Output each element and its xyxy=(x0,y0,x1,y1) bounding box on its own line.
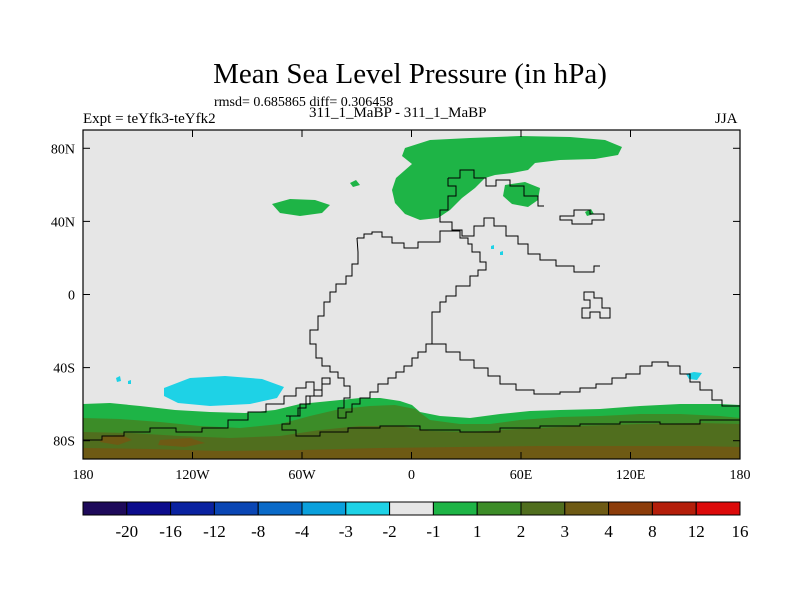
cyan-speck-2 xyxy=(128,380,131,384)
x-tick-label: 60W xyxy=(288,468,316,483)
field-shading xyxy=(83,136,740,459)
y-tick-label: 80S xyxy=(53,435,75,450)
colorbar-label: 2 xyxy=(517,522,526,541)
coastline-americas xyxy=(309,230,487,419)
colorbar-swatch xyxy=(213,501,259,516)
colorbar-label: -1 xyxy=(426,522,440,541)
antarctic-patch-2 xyxy=(158,438,205,447)
colorbar-label: 8 xyxy=(648,522,657,541)
colorbar-label: -12 xyxy=(203,522,226,541)
colorbar-swatch xyxy=(432,501,478,516)
colorbar-label: 12 xyxy=(688,522,705,541)
cyan-speck-3 xyxy=(273,392,277,396)
x-tick-label: 180 xyxy=(73,468,94,483)
colorbar-swatch xyxy=(170,501,215,516)
coastlines xyxy=(83,169,740,441)
colorbar-label: -3 xyxy=(339,522,353,541)
colorbar-swatch xyxy=(389,501,434,516)
colorbar-swatch xyxy=(301,501,347,516)
north-pacific-green xyxy=(272,199,330,216)
colorbar-swatch xyxy=(695,501,741,516)
colorbar-label: -4 xyxy=(295,522,310,541)
colorbar-label: 4 xyxy=(604,522,613,541)
x-tick-label: 120E xyxy=(616,468,646,483)
south-pacific-cyan xyxy=(164,376,284,406)
eurasia-green-lobe xyxy=(503,182,540,207)
colorbar-swatch xyxy=(476,501,522,516)
x-tick-label: 60E xyxy=(510,468,533,483)
colorbar-label: -20 xyxy=(115,522,138,541)
y-tick-label: 80N xyxy=(51,142,75,157)
y-tick-label: 40N xyxy=(51,215,75,230)
colorbar-label: -16 xyxy=(159,522,182,541)
coastline-east-asia xyxy=(559,209,605,225)
colorbar-label: 16 xyxy=(732,522,749,541)
colorbar: -20 -16 -12 -8 -4 -3 -2 -1 1 2 3 4 8 12 16 xyxy=(82,501,749,541)
experiment-label: Expt = teYfk3-teYfk2 xyxy=(83,111,216,127)
y-tick-label: 0 xyxy=(68,289,75,304)
coastline-eurasia-interior xyxy=(439,178,600,273)
colorbar-swatch xyxy=(82,501,128,516)
cyan-speck-5 xyxy=(500,251,503,255)
coastline-arctic-north xyxy=(448,169,544,207)
greenland-speck xyxy=(350,180,360,187)
stats-line: rmsd= 0.685865 diff= 0.306458 xyxy=(214,95,394,110)
cyan-speck-4 xyxy=(491,245,494,249)
north-atlantic-green xyxy=(392,136,622,220)
x-tick-label: 0 xyxy=(408,468,415,483)
colorbar-swatch xyxy=(257,501,303,516)
chart-title: Mean Sea Level Pressure (in hPa) xyxy=(213,58,607,90)
colorbar-label: 1 xyxy=(473,522,482,541)
axis-ticks: 180 120W 60W 0 60E 120E 180 80N 40N 0 40S 80S xyxy=(51,130,751,483)
colorbar-swatch xyxy=(520,501,566,516)
season-label: JJA xyxy=(715,111,738,127)
colorbar-swatch xyxy=(345,501,391,516)
x-tick-label: 180 xyxy=(730,468,751,483)
colorbar-swatch xyxy=(564,501,610,516)
center-subtitle: 311_1_MaBP - 311_1_MaBP xyxy=(309,105,487,121)
colorbar-swatch xyxy=(126,501,172,516)
cyan-speck-1 xyxy=(116,376,121,382)
colorbar-swatch xyxy=(608,501,653,516)
x-tick-label: 120W xyxy=(175,468,210,483)
coastline-africa-eurasia xyxy=(432,343,740,407)
colorbar-label: -8 xyxy=(251,522,265,541)
colorbar-label: -2 xyxy=(383,522,397,541)
y-tick-label: 40S xyxy=(53,362,75,377)
coastline-se-asia xyxy=(581,291,611,319)
colorbar-label: 3 xyxy=(561,522,570,541)
colorbar-swatch xyxy=(651,501,697,516)
antarctic-patch-1 xyxy=(100,435,132,445)
coastline-antarctic-peninsula xyxy=(286,377,331,417)
